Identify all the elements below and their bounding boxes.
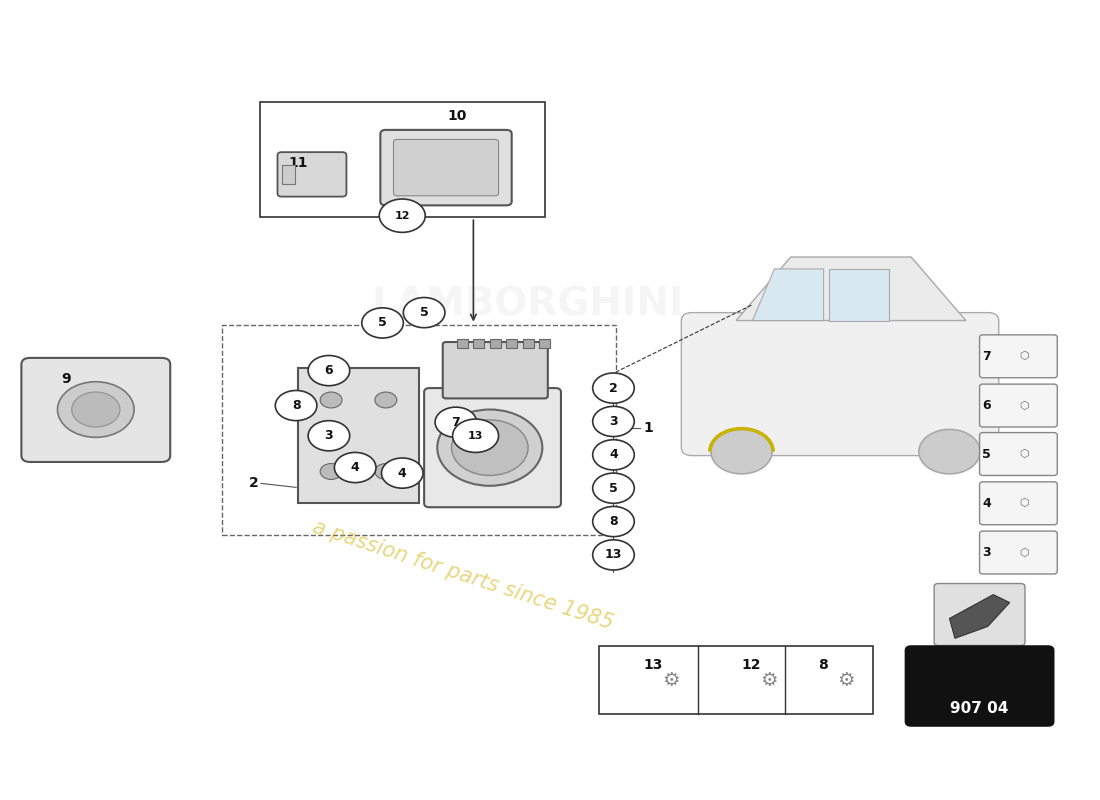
FancyBboxPatch shape (21, 358, 171, 462)
Text: 5: 5 (378, 317, 387, 330)
Text: 4: 4 (982, 497, 991, 510)
Polygon shape (752, 269, 824, 321)
Text: 4: 4 (398, 466, 407, 479)
Text: 7: 7 (451, 416, 460, 429)
Text: 907 04: 907 04 (950, 701, 1009, 716)
Polygon shape (829, 269, 889, 321)
Text: 3: 3 (982, 546, 991, 559)
Text: 3: 3 (324, 430, 333, 442)
Circle shape (72, 392, 120, 427)
Bar (456, 339, 468, 348)
Circle shape (438, 410, 542, 486)
Text: 10: 10 (448, 109, 466, 122)
Circle shape (375, 392, 397, 408)
Text: ⬡: ⬡ (1019, 449, 1028, 459)
Circle shape (308, 355, 350, 386)
Text: 13: 13 (468, 430, 483, 441)
Text: a passion for parts since 1985: a passion for parts since 1985 (309, 517, 615, 633)
FancyBboxPatch shape (980, 482, 1057, 525)
FancyBboxPatch shape (934, 583, 1025, 646)
FancyBboxPatch shape (277, 152, 346, 197)
Text: 7: 7 (982, 350, 991, 363)
Circle shape (593, 373, 635, 403)
FancyBboxPatch shape (980, 384, 1057, 427)
Bar (506, 339, 517, 348)
Text: 13: 13 (605, 549, 623, 562)
Circle shape (593, 540, 635, 570)
Circle shape (334, 453, 376, 482)
Text: 13: 13 (644, 658, 662, 672)
Circle shape (308, 421, 350, 451)
Circle shape (382, 458, 424, 488)
Text: ⬡: ⬡ (1019, 351, 1028, 362)
FancyBboxPatch shape (980, 531, 1057, 574)
Circle shape (375, 463, 397, 479)
Text: 4: 4 (609, 448, 618, 462)
Circle shape (593, 473, 635, 503)
Bar (282, 165, 295, 184)
Circle shape (593, 440, 635, 470)
Circle shape (593, 506, 635, 537)
FancyBboxPatch shape (425, 388, 561, 507)
Circle shape (320, 463, 342, 479)
Text: 11: 11 (288, 156, 308, 170)
Text: 3: 3 (609, 415, 618, 428)
Circle shape (57, 382, 134, 438)
Polygon shape (949, 594, 1010, 638)
Text: 6: 6 (324, 364, 333, 377)
Circle shape (452, 419, 498, 453)
FancyBboxPatch shape (381, 130, 512, 206)
Bar (260, 102, 544, 218)
Text: ⬡: ⬡ (1019, 498, 1028, 508)
Polygon shape (736, 257, 966, 321)
Circle shape (451, 420, 528, 475)
Circle shape (320, 392, 342, 408)
Polygon shape (298, 368, 419, 503)
Circle shape (404, 298, 444, 328)
Text: 4: 4 (351, 461, 360, 474)
FancyBboxPatch shape (681, 313, 999, 456)
Text: 2: 2 (609, 382, 618, 394)
Text: 5: 5 (420, 306, 429, 319)
Text: 6: 6 (982, 399, 991, 412)
Circle shape (362, 308, 404, 338)
Text: 8: 8 (818, 658, 828, 672)
Text: ⬡: ⬡ (1019, 401, 1028, 410)
Text: 5: 5 (982, 447, 991, 461)
Text: 8: 8 (609, 515, 618, 528)
Text: 12: 12 (741, 658, 761, 672)
Text: ⚙: ⚙ (837, 671, 855, 690)
Text: ⬡: ⬡ (1019, 547, 1028, 558)
Text: ⚙: ⚙ (760, 671, 778, 690)
Text: 2: 2 (249, 477, 258, 490)
Text: LAMBORGHINI: LAMBORGHINI (372, 286, 684, 324)
Circle shape (275, 390, 317, 421)
Bar (539, 339, 550, 348)
Bar (600, 646, 873, 714)
Text: 9: 9 (62, 371, 72, 386)
Text: 1: 1 (644, 421, 652, 435)
Bar (522, 339, 534, 348)
Text: 12: 12 (395, 210, 410, 221)
Bar (473, 339, 484, 348)
FancyBboxPatch shape (980, 335, 1057, 378)
FancyBboxPatch shape (394, 139, 498, 196)
FancyBboxPatch shape (980, 433, 1057, 475)
Text: 8: 8 (292, 399, 300, 412)
Circle shape (593, 406, 635, 437)
FancyBboxPatch shape (442, 342, 548, 398)
Circle shape (918, 430, 980, 474)
Circle shape (711, 430, 772, 474)
Text: ⚙: ⚙ (661, 671, 679, 690)
Text: 5: 5 (609, 482, 618, 494)
Circle shape (436, 407, 476, 438)
FancyBboxPatch shape (905, 646, 1054, 726)
Bar (490, 339, 500, 348)
Circle shape (379, 199, 426, 232)
